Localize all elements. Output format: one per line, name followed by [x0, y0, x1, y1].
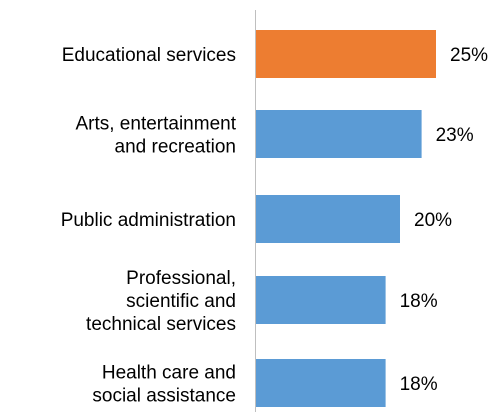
category-label-line: Educational services — [62, 45, 236, 66]
value-label-1: 23% — [436, 125, 474, 146]
category-label-line: and recreation — [115, 137, 236, 158]
value-label-3: 18% — [400, 291, 438, 312]
bar-1 — [256, 110, 422, 158]
category-label-3: Professional, scientific and technical ser… — [86, 268, 236, 335]
bar-2 — [256, 195, 400, 243]
category-label-line: social assistance — [92, 386, 236, 407]
category-label-line: Professional, — [126, 268, 236, 289]
category-label-0: Educational services — [62, 45, 236, 66]
value-labels-group: 25% 23% 20% 18% 18% — [400, 45, 489, 395]
bar-0 — [256, 30, 436, 78]
value-label-2: 20% — [414, 210, 452, 231]
category-labels-group: Educational services Arts, entertainment a… — [61, 45, 237, 407]
category-label-line: scientific and — [126, 291, 236, 312]
bar-3 — [256, 276, 386, 324]
category-label-4: Health care and social assistance — [92, 363, 236, 407]
category-label-line: Public administration — [61, 210, 236, 231]
bars-group — [256, 30, 436, 407]
value-label-0: 25% — [450, 45, 488, 66]
category-label-line: Arts, entertainment — [75, 114, 236, 135]
value-label-4: 18% — [400, 374, 438, 395]
bar-4 — [256, 359, 386, 407]
category-label-1: Arts, entertainment and recreation — [75, 114, 236, 158]
category-label-line: technical services — [86, 314, 236, 335]
category-label-2: Public administration — [61, 210, 236, 231]
category-label-line: Health care and — [102, 363, 236, 384]
